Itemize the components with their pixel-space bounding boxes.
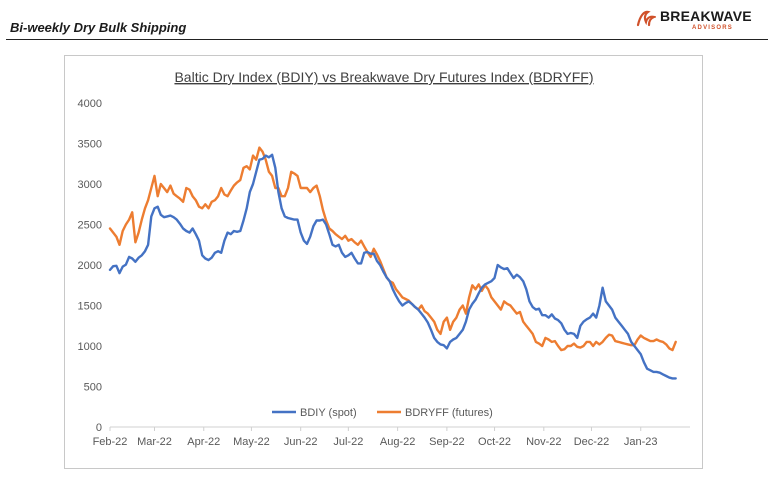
chart-legend: BDIY (spot) BDRYFF (futures) bbox=[272, 407, 493, 419]
x-tick-label: Aug-22 bbox=[380, 436, 415, 448]
logo-name: BREAKWAVE bbox=[660, 8, 752, 24]
y-tick-label: 2000 bbox=[78, 260, 102, 272]
chart-title: Baltic Dry Index (BDIY) vs Breakwave Dry… bbox=[174, 69, 593, 85]
y-tick-label: 3500 bbox=[78, 139, 102, 151]
y-tick-label: 1500 bbox=[78, 301, 102, 313]
chart-container: Baltic Dry Index (BDIY) vs Breakwave Dry… bbox=[64, 55, 703, 469]
x-tick-label: Jun-22 bbox=[284, 436, 318, 448]
x-tick-label: Nov-22 bbox=[526, 436, 561, 448]
x-tick-label: Jan-23 bbox=[624, 436, 658, 448]
line-chart: Baltic Dry Index (BDIY) vs Breakwave Dry… bbox=[78, 69, 690, 448]
logo-subtitle: ADVISORS bbox=[692, 25, 733, 31]
legend-item-bdiy-label: BDIY (spot) bbox=[300, 407, 357, 419]
x-tick-label: May-22 bbox=[233, 436, 270, 448]
y-tick-label: 4000 bbox=[78, 98, 102, 110]
x-tick-label: Feb-22 bbox=[93, 436, 128, 448]
legend-item-bdryff-label: BDRYFF (futures) bbox=[405, 407, 493, 419]
y-tick-label: 3000 bbox=[78, 179, 102, 191]
x-tick-label: Jul-22 bbox=[333, 436, 363, 448]
header-divider bbox=[6, 39, 768, 40]
x-tick-label: Dec-22 bbox=[574, 436, 609, 448]
y-tick-label: 1000 bbox=[78, 341, 102, 353]
wave-logo-icon bbox=[636, 10, 656, 27]
chart-axes: 0 500 1000 1500 2000 2500 3000 3500 4000 Feb-22 Ma… bbox=[78, 98, 690, 448]
bdiy-series-line bbox=[108, 153, 677, 380]
x-tick-label: Sep-22 bbox=[429, 436, 464, 448]
page-header-title: Bi-weekly Dry Bulk Shipping bbox=[10, 20, 187, 35]
breakwave-logo: BREAKWAVE ADVISORS bbox=[636, 6, 756, 34]
x-tick-label: Oct-22 bbox=[478, 436, 511, 448]
y-tick-label: 2500 bbox=[78, 220, 102, 232]
x-tick-label: Mar-22 bbox=[137, 436, 172, 448]
bdryff-series-line bbox=[108, 146, 677, 352]
y-tick-label: 0 bbox=[96, 422, 102, 434]
chart-series bbox=[108, 146, 677, 380]
y-tick-label: 500 bbox=[84, 382, 102, 394]
x-tick-label: Apr-22 bbox=[187, 436, 220, 448]
